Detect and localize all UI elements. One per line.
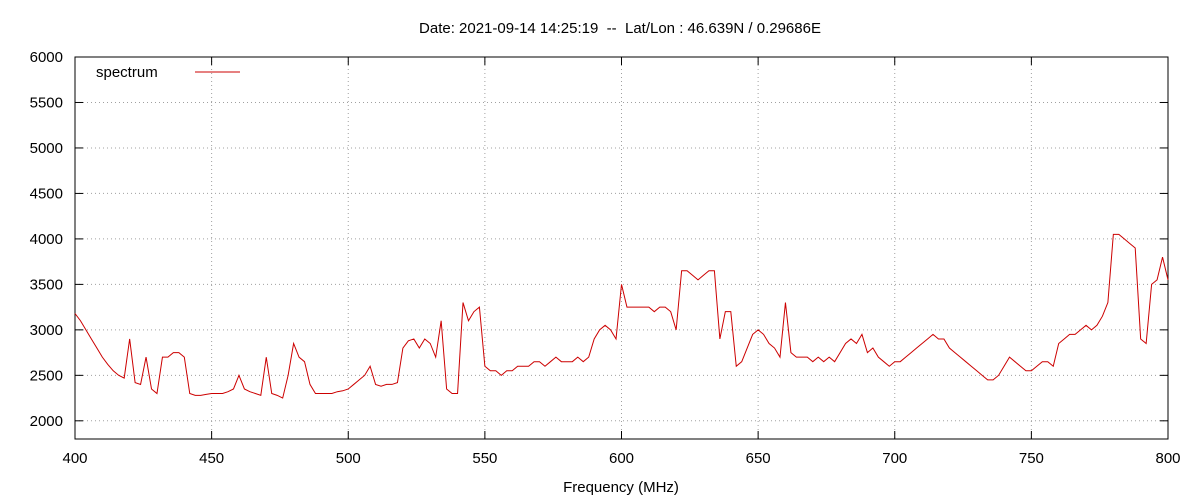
spectrum-line	[74, 233, 1169, 399]
plot-frame	[74, 56, 1169, 440]
y-tick-label: 5000	[30, 140, 63, 157]
y-tick-label: 4000	[30, 231, 63, 248]
x-tick-label: 750	[1019, 450, 1044, 467]
x-tick-label: 600	[609, 450, 634, 467]
x-tick-label: 800	[1155, 450, 1180, 467]
x-tick-label: 400	[62, 450, 87, 467]
y-tick-label: 6000	[30, 49, 63, 66]
y-tick-label: 2000	[30, 413, 63, 430]
x-tick-label: 700	[882, 450, 907, 467]
x-tick-label: 450	[199, 450, 224, 467]
x-tick-label: 550	[472, 450, 497, 467]
chart-title: Date: 2021-09-14 14:25:19 -- Lat/Lon : 4…	[419, 20, 821, 37]
x-tick-label: 500	[336, 450, 361, 467]
x-tick-label: 650	[746, 450, 771, 467]
legend-label: spectrum	[96, 64, 158, 81]
y-tick-label: 4500	[30, 185, 63, 202]
y-tick-label: 3500	[30, 276, 63, 293]
y-tick-label: 3000	[30, 322, 63, 339]
y-tick-label: 2500	[30, 367, 63, 384]
x-axis-label: Frequency (MHz)	[563, 479, 679, 496]
y-tick-label: 5500	[30, 94, 63, 111]
